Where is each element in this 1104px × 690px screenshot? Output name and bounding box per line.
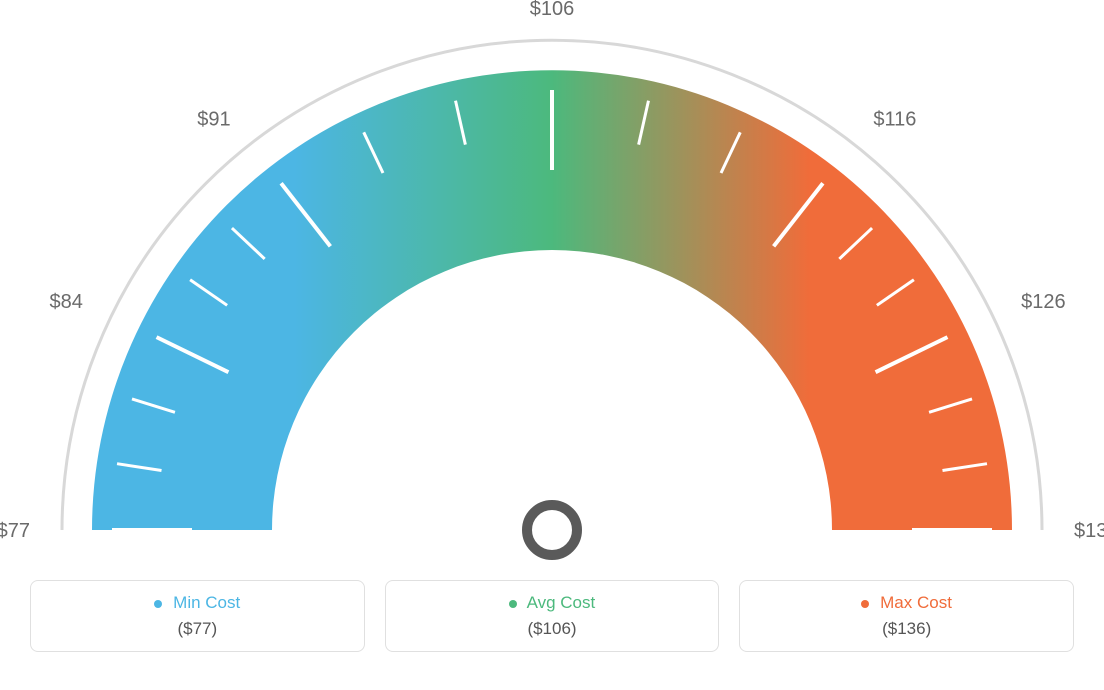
- legend-avg-value: ($106): [406, 619, 699, 639]
- legend-dot-max: [861, 600, 869, 608]
- legend-area: Min Cost ($77) Avg Cost ($106) Max Cost …: [0, 570, 1104, 662]
- gauge-tick-label: $116: [873, 109, 916, 131]
- gauge-tick-label: $77: [0, 520, 30, 542]
- legend-max-value: ($136): [760, 619, 1053, 639]
- legend-dot-min: [154, 600, 162, 608]
- legend-min-label-row: Min Cost: [51, 593, 344, 613]
- gauge-chart-container: { "gauge": { "type": "gauge", "min_value…: [0, 0, 1104, 690]
- gauge-tick-label: $136: [1074, 520, 1104, 542]
- legend-avg-cost: Avg Cost ($106): [385, 580, 720, 652]
- legend-dot-avg: [509, 600, 517, 608]
- legend-avg-label-row: Avg Cost: [406, 593, 699, 613]
- gauge-svg: $77 $84 $91 $106 $116 $126 $136: [0, 0, 1104, 570]
- legend-max-label: Max Cost: [880, 593, 952, 612]
- gauge-area: $77 $84 $91 $106 $116 $126 $136: [0, 0, 1104, 570]
- legend-max-label-row: Max Cost: [760, 593, 1053, 613]
- legend-avg-label: Avg Cost: [527, 593, 596, 612]
- gauge-tick-label: $84: [49, 291, 82, 313]
- gauge-tick-label: $91: [197, 109, 230, 131]
- legend-max-cost: Max Cost ($136): [739, 580, 1074, 652]
- gauge-tick-label: $106: [530, 0, 575, 20]
- legend-min-label: Min Cost: [173, 593, 240, 612]
- gauge-tick-label: $126: [1021, 291, 1065, 313]
- gauge-needle-hub: [527, 505, 577, 555]
- legend-min-cost: Min Cost ($77): [30, 580, 365, 652]
- legend-min-value: ($77): [51, 619, 344, 639]
